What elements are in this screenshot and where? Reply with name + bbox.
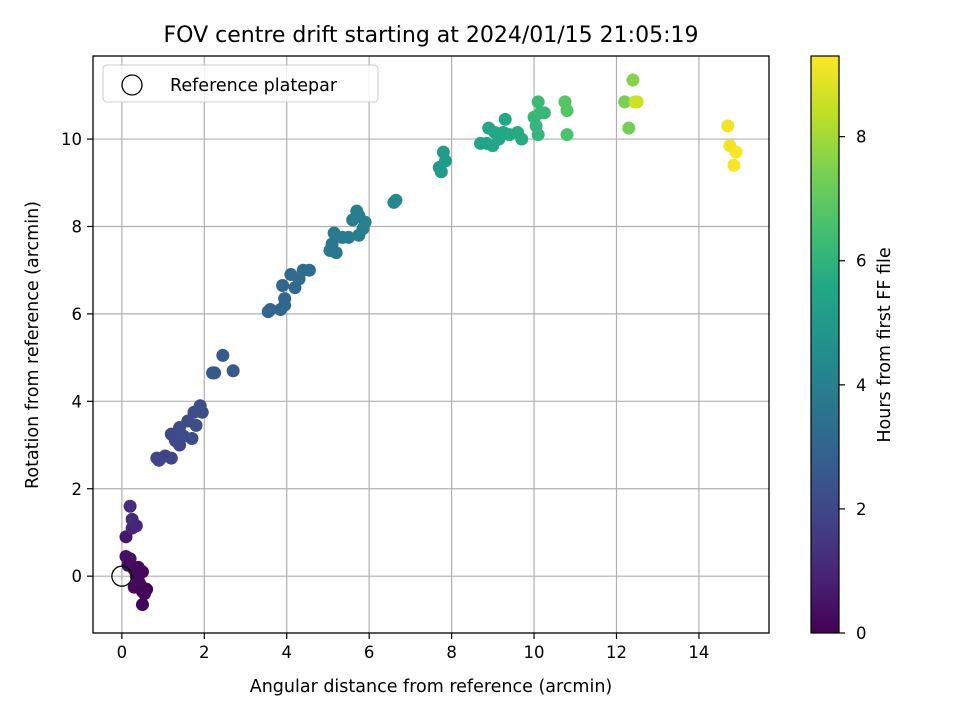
data-point	[729, 145, 743, 159]
legend-label-reference-platepar: Reference platepar	[170, 76, 338, 96]
colorbar-tick-label: 4	[856, 376, 867, 395]
data-point	[216, 348, 230, 362]
data-point	[195, 405, 209, 419]
colorbar: 0 2 4 6 8 Hours from first FF file	[810, 55, 895, 643]
y-tick-label: 0	[72, 567, 83, 586]
colorbar-tick-label: 6	[856, 252, 867, 271]
y-tick-label: 6	[72, 305, 83, 324]
data-point	[185, 431, 199, 445]
data-point	[123, 499, 137, 513]
data-point	[263, 303, 277, 317]
x-tick-label: 2	[199, 643, 210, 662]
reference-platepar-marker	[111, 565, 133, 587]
x-axis-label: Angular distance from reference (arcmin)	[250, 677, 613, 697]
colorbar-tick-label: 0	[856, 624, 867, 643]
legend: Reference platepar	[102, 64, 379, 103]
x-tick-label: 14	[688, 643, 709, 662]
data-point	[515, 132, 529, 146]
data-point	[131, 574, 145, 588]
colorbar-ticks: 0 2 4 6 8	[839, 128, 867, 643]
grid-lines	[93, 56, 769, 633]
colorbar-label: Hours from first FF file	[875, 247, 895, 442]
x-tick-label: 6	[364, 643, 375, 662]
y-axis-label: Rotation from reference (arcmin)	[23, 201, 43, 489]
data-point	[498, 112, 512, 126]
data-point	[278, 298, 292, 312]
chart-title: FOV centre drift starting at 2024/01/15 …	[164, 23, 699, 48]
legend-box	[102, 64, 379, 103]
x-tick-label: 8	[446, 643, 457, 662]
x-tick-label: 10	[524, 643, 545, 662]
data-point	[208, 366, 222, 380]
data-point	[129, 519, 143, 533]
legend-reference-marker	[121, 74, 143, 96]
x-tick-label: 4	[281, 643, 292, 662]
data-point	[630, 95, 644, 109]
data-point	[302, 263, 316, 277]
x-tick-label: 12	[606, 643, 627, 662]
x-tick-label: 0	[117, 643, 128, 662]
y-axis-ticks: 0 2 4 6 8 10	[61, 130, 93, 586]
data-point	[140, 582, 154, 596]
y-tick-label: 10	[61, 130, 82, 149]
data-point	[438, 154, 452, 168]
data-point	[531, 95, 545, 109]
data-point	[537, 106, 551, 120]
data-point	[531, 128, 545, 142]
data-point	[618, 95, 632, 109]
data-point	[329, 246, 343, 260]
data-point	[342, 230, 356, 244]
data-point	[276, 278, 290, 292]
data-point	[626, 73, 640, 87]
data-point	[135, 598, 149, 612]
data-point	[434, 165, 448, 179]
data-point	[560, 128, 574, 142]
data-point	[721, 119, 735, 133]
data-point	[189, 418, 203, 432]
data-point	[164, 451, 178, 465]
y-tick-label: 2	[72, 480, 83, 499]
data-point	[560, 104, 574, 118]
data-point	[352, 209, 366, 223]
data-point	[226, 364, 240, 378]
colorbar-gradient	[810, 55, 840, 634]
y-tick-label: 8	[72, 217, 83, 236]
data-points	[119, 73, 743, 612]
reference-marker-layer	[111, 565, 133, 587]
colorbar-tick-label: 2	[856, 500, 867, 519]
data-point	[389, 193, 403, 207]
y-tick-label: 4	[72, 392, 83, 411]
x-axis-ticks: 0 2 4 6 8 10 12 14	[117, 633, 709, 662]
data-point	[622, 121, 636, 135]
plot-area-frame	[92, 55, 770, 634]
data-point	[727, 158, 741, 172]
colorbar-tick-label: 8	[856, 128, 867, 147]
